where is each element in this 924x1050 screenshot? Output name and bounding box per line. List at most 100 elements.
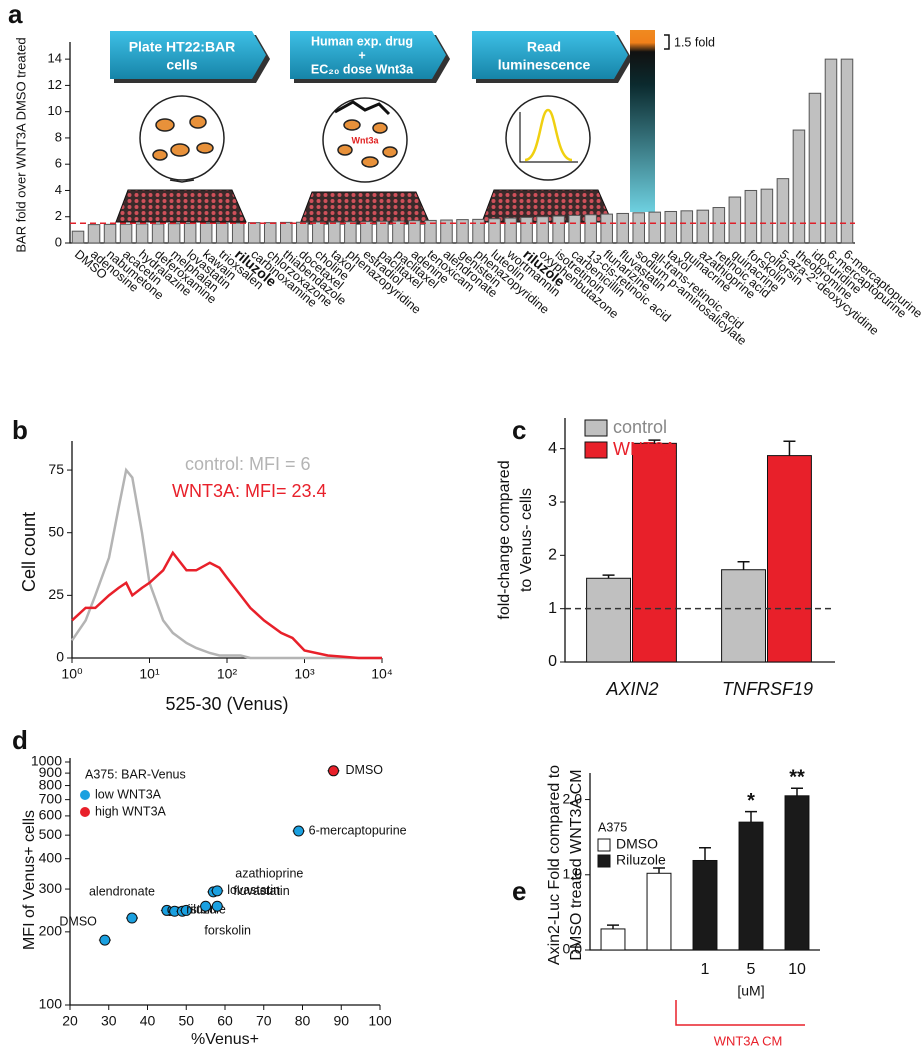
- subtitle: A375: [598, 820, 627, 834]
- y-tick-label: 0: [548, 653, 557, 670]
- bar: [776, 178, 790, 244]
- y-tick-label: 900: [39, 764, 63, 780]
- bar: [568, 214, 581, 244]
- y-axis-label: Axin2-Luc Fold compared to: [546, 765, 563, 965]
- bar: [632, 442, 677, 663]
- y-tick-label: 1: [548, 600, 557, 617]
- bar: [119, 223, 133, 244]
- bar: [344, 221, 357, 244]
- bar: [696, 209, 710, 244]
- bar: [646, 872, 672, 951]
- bar: [87, 224, 101, 244]
- legend-label: high WNT3A: [95, 804, 167, 818]
- bar: [536, 216, 549, 244]
- bar: [767, 455, 812, 663]
- bar: [360, 221, 373, 244]
- bar: [408, 220, 421, 244]
- step-text: Plate HT22:BAR: [129, 39, 236, 55]
- bar: [824, 58, 838, 244]
- y-tick-label: 0: [56, 649, 64, 665]
- bar: [488, 218, 501, 244]
- bar: [103, 223, 117, 244]
- legend-swatch: [597, 854, 611, 868]
- point-label: alendronate: [89, 884, 155, 898]
- step-text: EC₂₀ dose Wnt3a: [311, 62, 414, 76]
- bar: [600, 213, 613, 244]
- y-tick-label: 200: [39, 923, 63, 939]
- step-text: +: [358, 48, 365, 62]
- legend-marker: [80, 807, 90, 817]
- bar: [376, 220, 389, 244]
- panel-label: e: [512, 876, 526, 906]
- y-tick-label: 2.0: [563, 790, 583, 806]
- x-tick-label: 10²: [217, 666, 238, 682]
- y-tick-label: 500: [39, 826, 63, 842]
- bar: [183, 223, 197, 244]
- bar: [738, 821, 764, 951]
- legend-swatch: [597, 838, 611, 852]
- x-tick-label: 10⁰: [61, 666, 83, 682]
- x-tick-label: 70: [256, 1013, 272, 1029]
- scale-label: 1.5 fold: [674, 35, 715, 49]
- bar: [584, 214, 597, 244]
- significance: *: [747, 790, 755, 812]
- bar: [692, 859, 718, 951]
- legend-swatch: [584, 419, 608, 437]
- step-text: luminescence: [498, 57, 591, 73]
- point-label: fluvastatin: [233, 884, 289, 898]
- error-bar: [602, 574, 615, 579]
- bar: [840, 58, 854, 244]
- x-tick-label: 80: [295, 1013, 311, 1029]
- bar: [312, 221, 325, 244]
- bar: [600, 928, 626, 951]
- y-tick-label: 4: [55, 182, 62, 197]
- x-tick-label: 90: [333, 1013, 349, 1029]
- y-tick-label: 3: [548, 493, 557, 510]
- bar: [721, 569, 766, 663]
- x-axis-label: [uM]: [737, 983, 764, 999]
- y-tick-label: 600: [39, 807, 63, 823]
- bar: [712, 207, 726, 244]
- y-tick-label: 75: [48, 461, 64, 477]
- x-tick-label: 5: [747, 961, 756, 978]
- panel-label: a: [8, 0, 23, 29]
- point: [211, 885, 223, 897]
- histogram-line: [71, 550, 382, 660]
- bar: [680, 210, 694, 244]
- y-axis-label: to Venus- cells: [518, 488, 535, 592]
- bar: [440, 219, 453, 244]
- bar: [808, 92, 822, 244]
- y-axis-label: Cell count: [19, 512, 39, 592]
- error-bar: [699, 846, 711, 861]
- x-axis-label: 525-30 (Venus): [165, 694, 288, 714]
- bar: [263, 222, 277, 244]
- point: [211, 900, 223, 912]
- y-axis-label: fold-change compared: [496, 460, 513, 619]
- y-axis-label: BAR fold over WNT3A DMSO treated: [13, 37, 28, 252]
- bar: [215, 222, 229, 244]
- step-text: Human exp. drug: [311, 34, 413, 48]
- y-tick-label: 1000: [31, 753, 62, 769]
- bar: [199, 222, 213, 244]
- y-tick-label: 12: [48, 77, 62, 92]
- bar: [296, 221, 309, 244]
- x-tick-label: 10³: [294, 666, 315, 682]
- panel-label: b: [12, 415, 28, 445]
- bar: [280, 221, 293, 244]
- bracket-label: WNT3A CM: [714, 1033, 783, 1048]
- y-tick-label: 4: [548, 440, 557, 457]
- point: [328, 765, 339, 777]
- error-bar: [737, 560, 750, 570]
- x-tick-label: AXIN2: [605, 679, 658, 699]
- bar: [135, 223, 149, 244]
- x-tick-label: TNFRSF19: [722, 679, 813, 699]
- y-axis-label: MFI of Venus+ cells: [21, 810, 38, 950]
- point-label: forskolin: [204, 924, 251, 938]
- point-label: 6-mercaptopurine: [309, 823, 407, 837]
- x-tick-label: 50: [178, 1013, 194, 1029]
- legend-label: WNT3A: [613, 439, 676, 459]
- error-bar: [607, 924, 619, 929]
- y-tick-label: 300: [39, 880, 63, 896]
- y-tick-label: 700: [39, 790, 63, 806]
